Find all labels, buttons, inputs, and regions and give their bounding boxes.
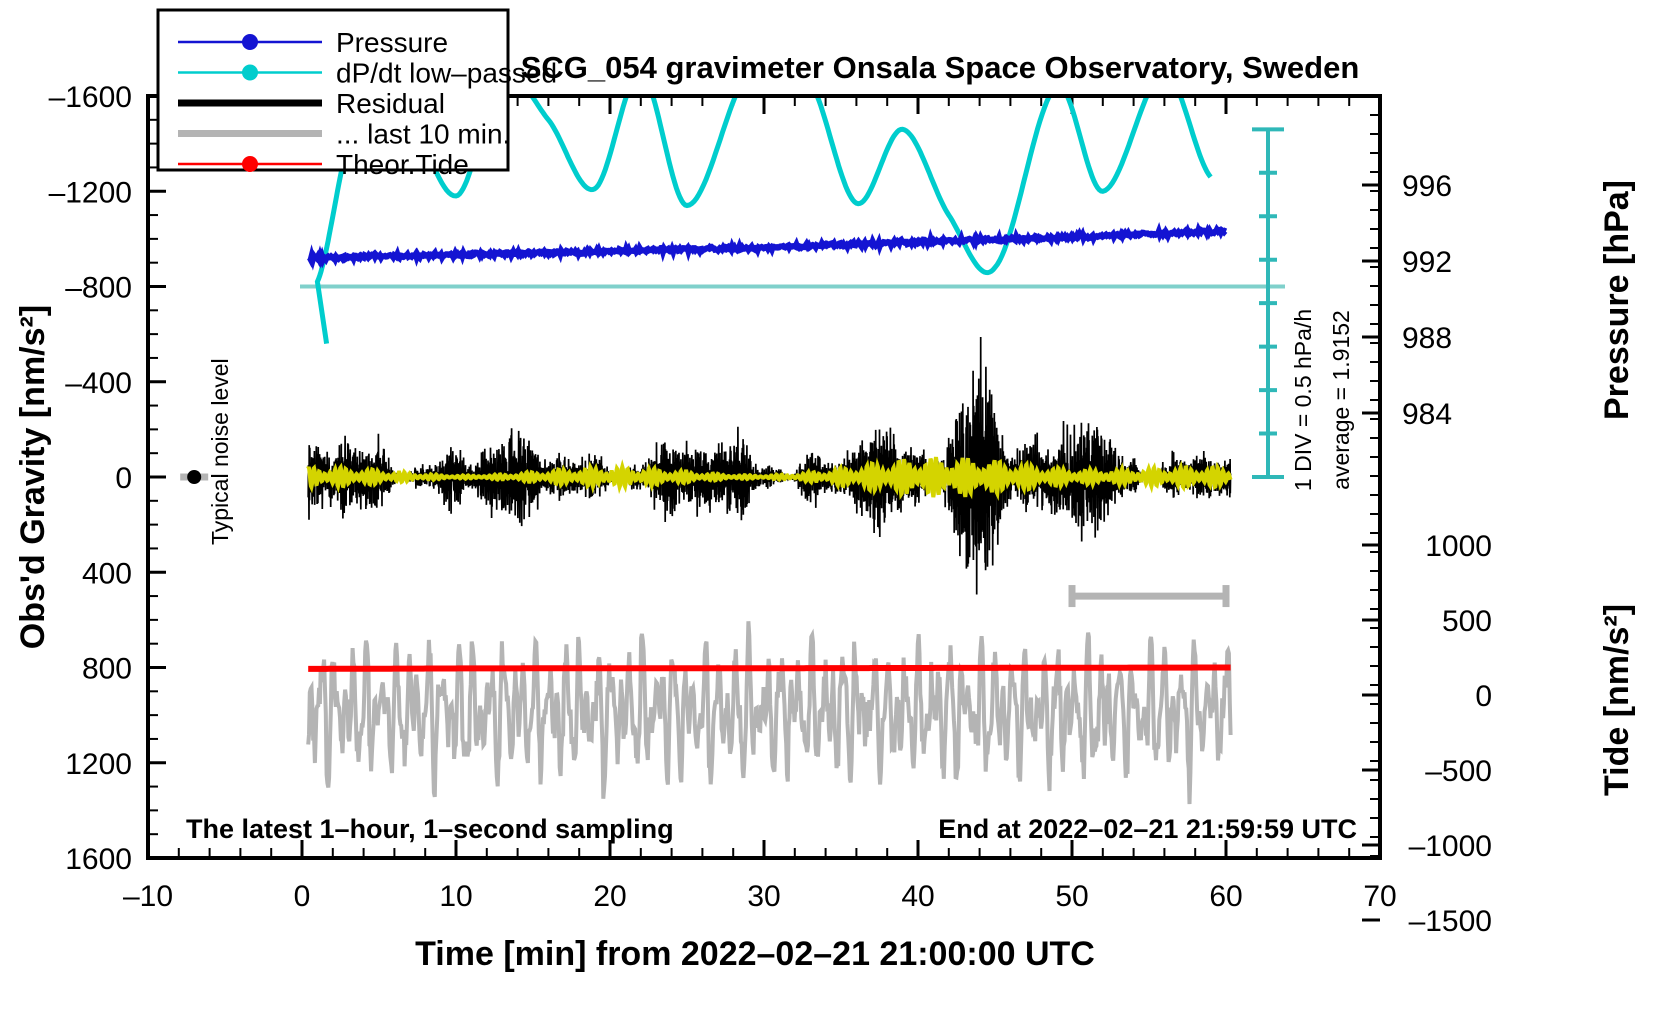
noise-level-dot bbox=[187, 470, 202, 484]
last-10-min-reference-bar bbox=[1068, 585, 1230, 608]
tide-axis-tick-labels: 1000 500 0 –500 –1000 –1500 bbox=[1409, 530, 1492, 938]
pressure-tick-label: 984 bbox=[1402, 398, 1452, 431]
legend-label: Residual bbox=[336, 88, 445, 119]
y-axis-tick-labels: –1600 –1200 –800 –400 0 400 800 1200 1600 bbox=[49, 81, 132, 876]
typical-noise-level-label: Typical noise level bbox=[207, 358, 233, 545]
y-tick-label: –400 bbox=[65, 367, 132, 400]
x-tick-label: 30 bbox=[747, 880, 780, 913]
scale-average-label: average = 1.9152 bbox=[1328, 310, 1354, 490]
y-tick-label: 1200 bbox=[65, 748, 132, 781]
residual-series bbox=[307, 336, 1232, 595]
right-axis-ticks bbox=[1362, 183, 1380, 922]
scale-division-label: 1 DIV = 0.5 hPa/h bbox=[1290, 309, 1316, 491]
right-axis-minor-ticks bbox=[1370, 114, 1380, 857]
tide-tick-label: 500 bbox=[1442, 605, 1492, 638]
theoretical-tide-series bbox=[308, 664, 1231, 672]
chart-title: SCG_054 gravimeter Onsala Space Observat… bbox=[521, 50, 1360, 85]
legend-label: ... last 10 min. bbox=[336, 119, 510, 150]
x-axis-tick-labels: –10 0 10 20 30 40 50 60 70 bbox=[123, 880, 1397, 913]
y-tick-label: 400 bbox=[82, 557, 132, 590]
tide-tick-label: –500 bbox=[1425, 755, 1492, 788]
legend-marker-dot bbox=[242, 64, 258, 81]
dpdt-scale-bar bbox=[1252, 127, 1284, 479]
legend-item[interactable]: Pressure bbox=[178, 27, 448, 58]
y-tick-label: 800 bbox=[82, 653, 132, 686]
legend-label: dP/dt low–passed bbox=[336, 58, 557, 89]
tide-tick-label: –1000 bbox=[1409, 830, 1492, 863]
dpdt-lowpassed-series bbox=[314, 98, 1213, 344]
x-tick-label: 50 bbox=[1055, 880, 1088, 913]
legend-box bbox=[156, 8, 510, 172]
tide-tick-label: –1500 bbox=[1409, 905, 1492, 938]
tide-tick-label: 1000 bbox=[1425, 530, 1492, 563]
pressure-axis-title: Pressure [hPa] bbox=[1598, 180, 1636, 420]
pressure-tick-label: 988 bbox=[1402, 322, 1452, 355]
legend-item[interactable]: Theor.Tide bbox=[178, 149, 469, 180]
pressure-axis-tick-labels: 996 992 988 984 bbox=[1402, 170, 1452, 431]
end-time-label: End at 2022–02–21 21:59:59 UTC bbox=[938, 814, 1357, 844]
tide-tick-label: 0 bbox=[1475, 680, 1492, 713]
y-axis-minor-ticks bbox=[148, 118, 158, 836]
pressure-tick-label: 992 bbox=[1402, 246, 1452, 279]
pressure-series bbox=[307, 221, 1228, 271]
legend-label: Theor.Tide bbox=[336, 149, 469, 180]
typical-noise-level-marker bbox=[180, 470, 209, 484]
sampling-note-label: The latest 1–hour, 1–second sampling bbox=[186, 814, 674, 844]
data-area bbox=[300, 98, 1285, 805]
x-tick-label: 0 bbox=[294, 880, 311, 913]
pressure-tick-label: 996 bbox=[1402, 170, 1452, 203]
x-axis-title: Time [min] from 2022–02–21 21:00:00 UTC bbox=[415, 935, 1095, 973]
x-tick-label: –10 bbox=[123, 880, 173, 913]
x-tick-label: 70 bbox=[1363, 880, 1396, 913]
x-tick-label: 10 bbox=[439, 880, 472, 913]
x-tick-label: 60 bbox=[1209, 880, 1242, 913]
legend-marker-dot bbox=[242, 156, 258, 172]
legend-marker-dot bbox=[242, 34, 258, 50]
y-tick-label: –1200 bbox=[49, 176, 132, 209]
tide-axis-title: Tide [nm/s²] bbox=[1598, 604, 1636, 796]
y-tick-label: 0 bbox=[115, 462, 132, 495]
y-axis-title: Obs'd Gravity [nm/s²] bbox=[14, 305, 52, 649]
residual-lowpass-overlay bbox=[306, 456, 1233, 502]
y-tick-label: –1600 bbox=[49, 81, 132, 114]
y-tick-label: –800 bbox=[65, 272, 132, 305]
x-tick-label: 40 bbox=[901, 880, 934, 913]
legend-item[interactable]: ... last 10 min. bbox=[178, 119, 510, 150]
y-tick-label: 1600 bbox=[65, 843, 132, 876]
legend-item[interactable]: dP/dt low–passed bbox=[178, 58, 557, 89]
legend-item[interactable]: Residual bbox=[178, 88, 445, 119]
x-tick-label: 20 bbox=[593, 880, 626, 913]
legend-label: Pressure bbox=[336, 27, 448, 58]
